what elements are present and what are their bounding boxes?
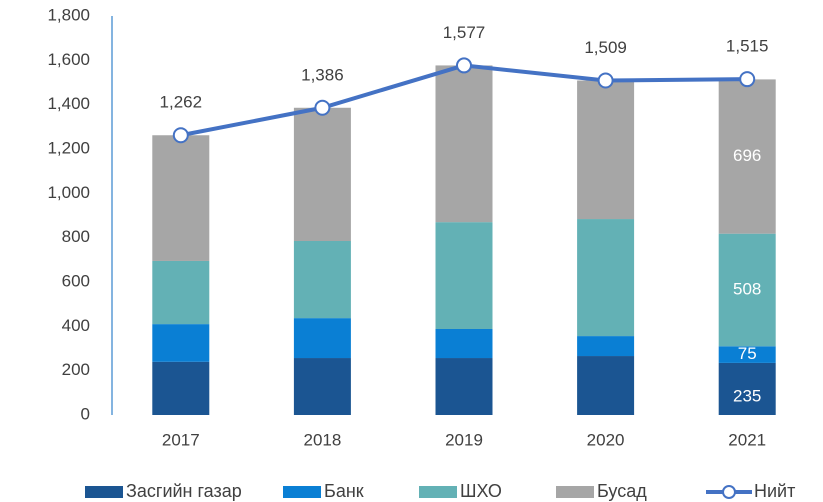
bar-segment [718, 233, 776, 347]
y-tick-label: 0 [81, 404, 90, 423]
bar-segment [435, 358, 493, 415]
line-marker [314, 99, 331, 116]
bar-segment [152, 324, 210, 362]
data-label: 508 [733, 279, 761, 298]
data-label: 1,262 [160, 93, 203, 112]
line-marker [172, 127, 189, 144]
bar-segment [435, 222, 493, 329]
bar-segment [152, 260, 210, 325]
legend-swatch [419, 486, 457, 498]
bar-segment [293, 358, 351, 415]
line-marker [739, 71, 756, 88]
legend-label: Нийт [754, 481, 795, 501]
bar-segment [435, 328, 493, 359]
data-label: 1,386 [301, 65, 344, 84]
x-tick-label: 2020 [587, 430, 625, 449]
y-tick-label: 600 [62, 271, 90, 290]
bar-segment [718, 362, 776, 415]
legend-swatch [283, 486, 321, 498]
y-tick-label: 1,800 [47, 5, 90, 24]
legend-swatch [85, 486, 123, 498]
x-tick-label: 2017 [162, 430, 200, 449]
x-tick-label: 2021 [728, 430, 766, 449]
y-tick-label: 1,000 [47, 183, 90, 202]
data-label: 75 [738, 344, 757, 363]
data-label: 696 [733, 146, 761, 165]
x-tick-label: 2019 [445, 430, 483, 449]
y-tick-label: 800 [62, 227, 90, 246]
legend-marker [722, 485, 736, 499]
legend-label: Бусад [597, 481, 647, 501]
legend-label: ШХО [460, 481, 502, 501]
bar-segment [293, 107, 351, 241]
bar-segment [577, 80, 635, 220]
bar-segment [577, 336, 635, 357]
y-tick-label: 400 [62, 316, 90, 335]
x-tick-label: 2018 [303, 430, 341, 449]
bar-segment [577, 219, 635, 337]
bar-segment [718, 79, 776, 234]
line-marker [597, 72, 614, 89]
bar-segment [718, 346, 776, 363]
bar-segment [152, 361, 210, 415]
bar-segment [293, 318, 351, 359]
bar-segment [152, 135, 210, 261]
y-tick-label: 1,600 [47, 50, 90, 69]
data-label: 1,577 [443, 23, 486, 42]
data-label: 1,509 [584, 38, 627, 57]
legend-label: Банк [324, 481, 364, 501]
legend-label: Засгийн газар [126, 481, 242, 501]
y-tick-label: 200 [62, 360, 90, 379]
legend-swatch [556, 486, 594, 498]
data-label: 235 [733, 386, 761, 405]
y-tick-label: 1,400 [47, 94, 90, 113]
data-label: 1,515 [726, 37, 769, 56]
bar-segment [293, 240, 351, 319]
bar-segment [577, 356, 635, 415]
y-tick-label: 1,200 [47, 138, 90, 157]
line-marker [456, 57, 472, 74]
bar-segment [435, 65, 493, 223]
